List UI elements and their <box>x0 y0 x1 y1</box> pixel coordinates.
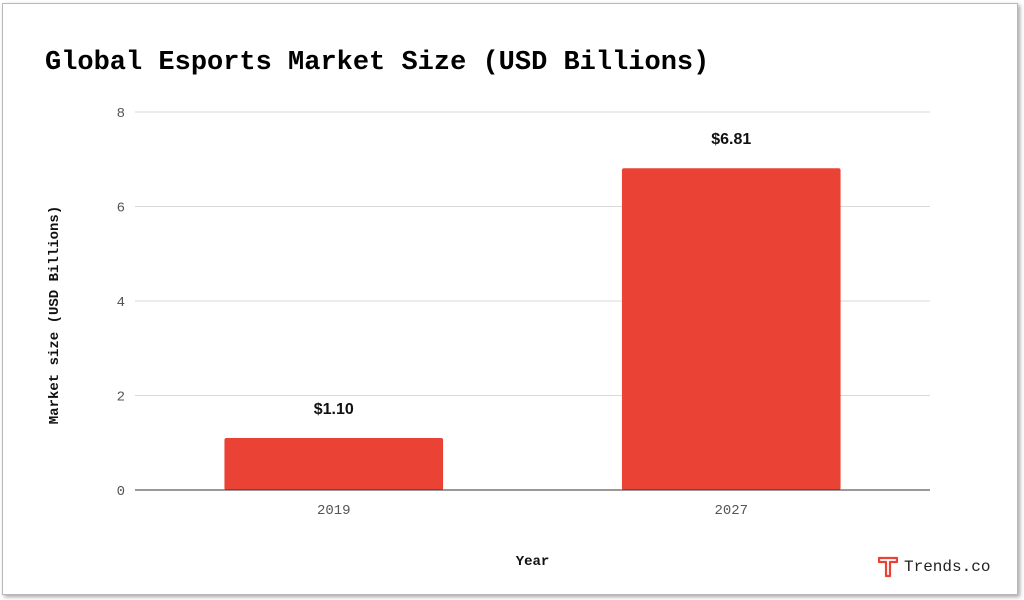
x-tick-label: 2027 <box>714 503 748 519</box>
bar-2027 <box>621 168 841 491</box>
y-tick-label: 0 <box>117 484 125 500</box>
data-label-2027: $6.81 <box>711 131 751 148</box>
y-tick-label: 4 <box>117 295 125 311</box>
x-tick-label: 2019 <box>317 503 351 519</box>
y-tick-labels: 0 2 4 6 8 <box>117 106 125 500</box>
bars <box>224 168 841 491</box>
bar-2019 <box>224 438 444 490</box>
y-axis-title: Market size (USD Billions) <box>47 206 63 424</box>
chart-card: Global Esports Market Size (USD Billions… <box>2 3 1018 595</box>
brand-logo: Trends.co <box>878 556 990 578</box>
x-tick-labels: 2019 2027 <box>317 503 748 519</box>
x-axis-title: Year <box>516 554 550 570</box>
data-labels: $1.10 $6.81 <box>314 131 752 418</box>
y-tick-label: 6 <box>117 201 125 217</box>
data-label-2019: $1.10 <box>314 401 354 418</box>
y-tick-label: 8 <box>117 106 125 122</box>
brand-name: Trends.co <box>904 558 991 576</box>
t-letter-icon <box>878 556 898 578</box>
chart-title: Global Esports Market Size (USD Billions… <box>45 48 710 78</box>
y-tick-label: 2 <box>117 390 125 406</box>
